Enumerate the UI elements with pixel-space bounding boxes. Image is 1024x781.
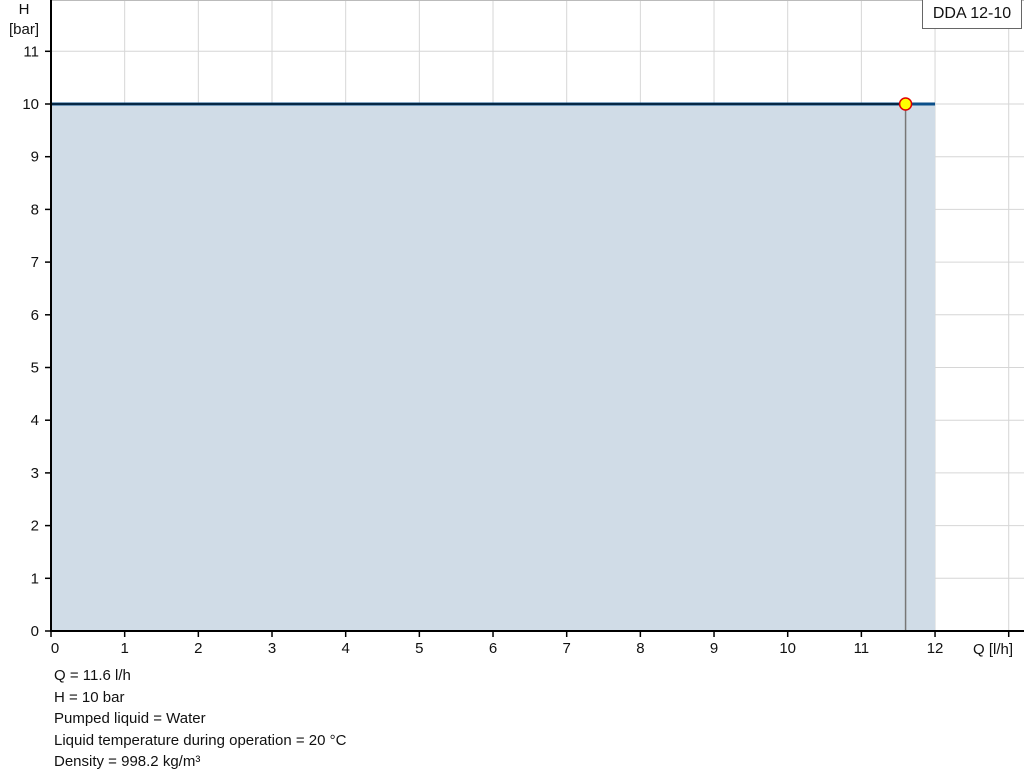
x-tick-label: 11	[854, 640, 870, 657]
info-liquid: Pumped liquid = Water	[54, 710, 206, 727]
legend: DDA 12-10	[922, 0, 1022, 29]
x-tick-label: 5	[415, 640, 423, 657]
info-flow: Q = 11.6 l/h	[54, 667, 131, 684]
x-tick-label: 1	[120, 640, 128, 657]
x-tick-label: 6	[489, 640, 497, 657]
y-tick-label: 5	[31, 360, 39, 377]
info-density: Density = 998.2 kg/m³	[54, 753, 201, 770]
x-tick-label: 2	[194, 640, 202, 657]
x-tick-label: 7	[563, 640, 571, 657]
performance-area	[51, 97, 936, 631]
y-tick-label: 6	[31, 307, 39, 324]
x-tick-label: 10	[779, 640, 796, 657]
area-fill	[51, 104, 936, 631]
x-tick-label: 9	[710, 640, 718, 657]
y-tick-label: 9	[31, 149, 39, 166]
x-tick-label: 3	[268, 640, 276, 657]
y-axis-label-unit: [bar]	[9, 21, 39, 38]
info-temperature: Liquid temperature during operation = 20…	[54, 731, 347, 749]
info-head: H = 10 bar	[54, 688, 125, 706]
x-tick-label: 4	[342, 640, 350, 657]
y-tick-label: 1	[31, 570, 39, 587]
y-tick-label: 0	[31, 623, 39, 640]
x-tick-label: 12	[927, 640, 944, 657]
operating-point	[898, 97, 913, 111]
y-tick-label: 2	[31, 518, 39, 535]
y-tick-label: 11	[23, 43, 39, 60]
x-tick-label: 0	[51, 640, 59, 657]
y-tick-label: 7	[31, 254, 39, 271]
operating-info: Q = 11.6 l/h H = 10 bar Pumped liquid = …	[54, 665, 346, 773]
x-tick-label: 8	[636, 640, 644, 657]
y-tick-label: 8	[31, 201, 39, 218]
x-axis-label: Q [l/h]	[973, 641, 1013, 658]
y-tick-label: 3	[31, 465, 39, 482]
y-tick-label: 4	[31, 412, 39, 429]
y-axis-label-h: H	[19, 1, 30, 18]
y-tick-label: 10	[22, 96, 39, 113]
